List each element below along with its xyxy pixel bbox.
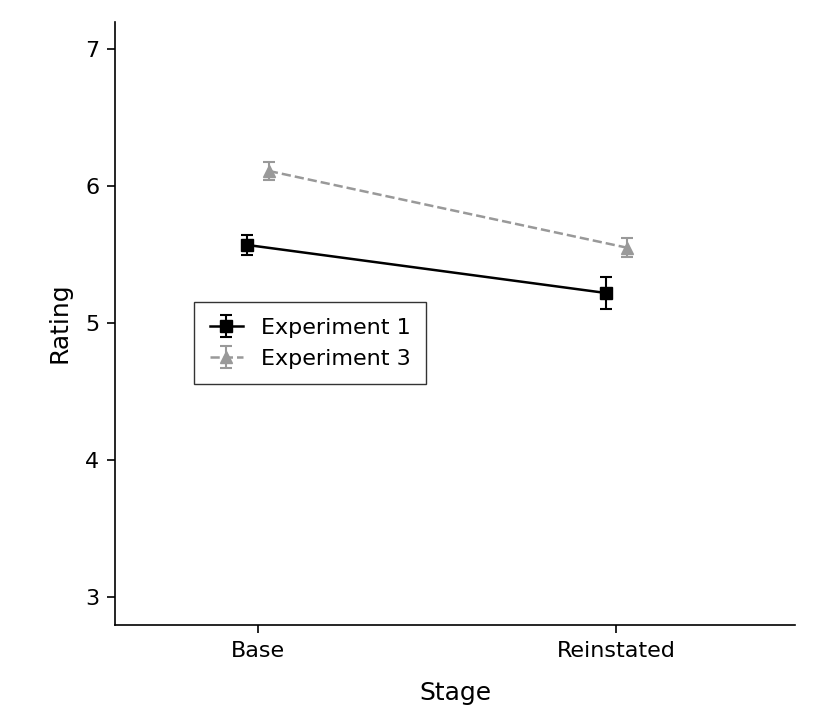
X-axis label: Stage: Stage [419, 681, 491, 705]
Legend: Experiment 1, Experiment 3: Experiment 1, Experiment 3 [194, 302, 425, 384]
Y-axis label: Rating: Rating [48, 283, 71, 363]
